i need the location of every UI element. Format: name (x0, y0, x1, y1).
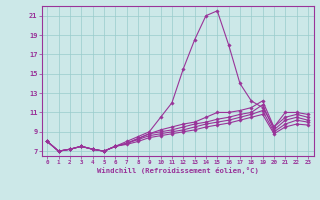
X-axis label: Windchill (Refroidissement éolien,°C): Windchill (Refroidissement éolien,°C) (97, 167, 259, 174)
